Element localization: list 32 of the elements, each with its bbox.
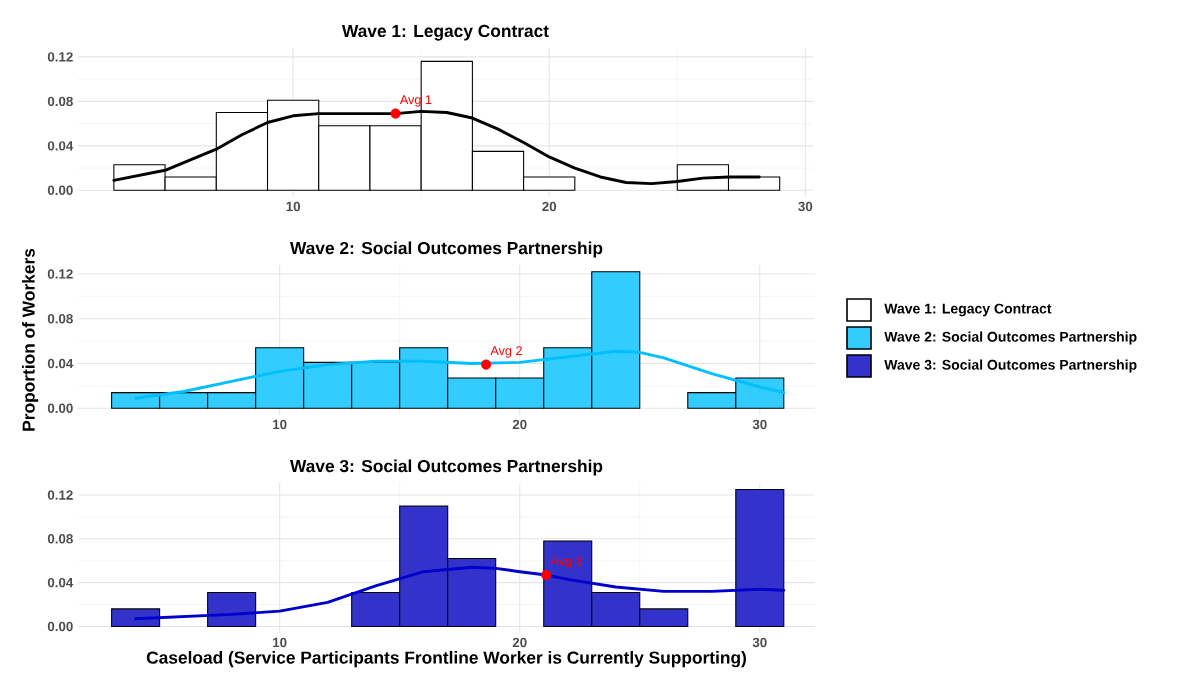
x-tick-label: 20 — [512, 637, 527, 648]
x-tick-label: 10 — [273, 637, 287, 648]
x-tick-label: 10 — [273, 419, 287, 430]
y-tick-label: 0.12 — [47, 490, 73, 500]
y-tick-label: 0.00 — [47, 403, 73, 413]
y-tick-label: 0.04 — [47, 358, 74, 369]
chart-title: Wave 2: Social Outcomes Partnership — [290, 241, 603, 258]
x-tick-label: 20 — [512, 419, 527, 430]
x-axis-title: Caseload (Service Participants Frontline Worker is Currently Supporting) — [146, 650, 746, 668]
y-tick-label: 0.12 — [47, 52, 73, 62]
y-axis-title: Proportion of Workers — [22, 248, 39, 431]
legend-label: Wave 1: Legacy Contract — [884, 303, 1052, 317]
x-tick-label: 30 — [798, 201, 813, 212]
x-tick-label: 30 — [752, 419, 767, 430]
y-tick-label: 0.04 — [47, 577, 74, 588]
y-tick-label: 0.00 — [47, 621, 73, 632]
x-tick-label: 20 — [542, 201, 557, 212]
y-tick-label: 0.08 — [47, 96, 73, 107]
annotation: Avg 1 — [399, 95, 432, 107]
chart-title: Wave 1: Legacy Contract — [341, 24, 549, 41]
chart-title: Wave 3: Social Outcomes Partnership — [290, 459, 603, 476]
x-tick-label: 30 — [752, 637, 767, 648]
y-tick-label: 0.00 — [47, 185, 73, 196]
y-tick-label: 0.08 — [47, 534, 73, 544]
annotation: Avg 2 — [490, 346, 522, 358]
y-tick-label: 0.04 — [47, 141, 74, 151]
y-tick-label: 0.12 — [47, 269, 73, 279]
text: Wave 3: Social Outcomes Partnership — [884, 359, 1137, 373]
x-tick-label: 10 — [286, 201, 301, 212]
text: Wave 2: Social Outcomes Partnership — [884, 331, 1137, 345]
annotation: Avg 3 — [550, 556, 582, 569]
y-tick-label: 0.08 — [47, 314, 73, 324]
